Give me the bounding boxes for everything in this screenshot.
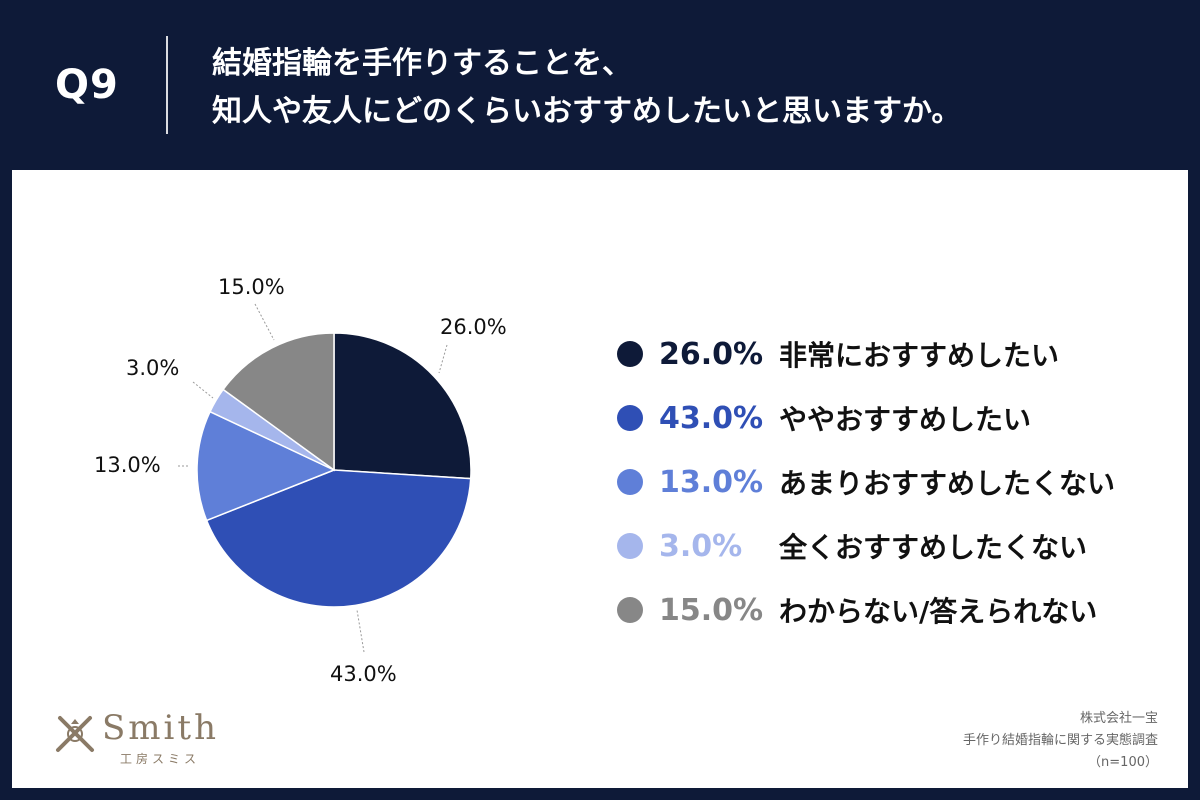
legend-label: 非常におすすめしたい [779,339,1060,372]
legend-value: 3.0% [659,528,743,564]
source-company: 株式会社一宝 [1079,711,1158,726]
legend-swatch [617,341,643,367]
legend-value: 15.0% [659,592,764,628]
leader-line-4 [192,381,214,399]
question-line-1: 結婚指輪を手作りすることを、 [212,46,632,81]
legend-swatch [617,533,643,559]
legend-item: 15.0% わからない/答えられない [617,578,1115,642]
slice-label-5: 15.0% [218,275,285,299]
legend-label: あまりおすすめしたくない [779,467,1116,500]
leader-line-5 [254,303,275,341]
legend-item: 43.0% ややおすすめしたい [617,386,1115,450]
legend: 26.0% 非常におすすめしたい 43.0% ややおすすめしたい 13.0% あまりおすす… [617,322,1115,642]
logo-subtitle: 工房スミス [120,752,201,766]
header-divider [166,36,168,134]
chart-panel: 26.0% 非常におすすめしたい 43.0% ややおすすめしたい 13.0% あまりおすす… [12,170,1188,788]
slice-label-4: 3.0% [126,356,180,380]
pie-slice-2 [205,469,472,608]
legend-item: 13.0% あまりおすすめしたくない [617,450,1115,514]
source-sample: （n=100） [1088,755,1158,770]
legend-swatch [617,597,643,623]
question-text: 結婚指輪を手作りすることを、 知人や友人にどのくらいおすすめしたいと思いますか。 [212,40,961,136]
slice-label-2: 43.0% [330,662,397,686]
pie-chart [178,303,472,653]
legend-value: 43.0% [659,400,764,436]
leader-line-2 [356,609,365,653]
slice-label-3: 13.0% [94,453,161,477]
pie-slice-3 [196,410,336,522]
header: Q9 結婚指輪を手作りすることを、 知人や友人にどのくらいおすすめしたいと思いま… [0,0,1200,170]
legend-item: 3.0% 全くおすすめしたくない [617,514,1115,578]
legend-value: 26.0% [659,336,764,372]
legend-swatch [617,405,643,431]
source-note: 株式会社一宝 手作り結婚指輪に関する実態調査 （n=100） [963,708,1158,774]
slice-label-1: 26.0% [440,315,507,339]
pie-slice-5 [222,332,335,472]
legend-label: 全くおすすめしたくない [779,531,1088,564]
legend-label: わからない/答えられない [779,595,1098,628]
legend-label: ややおすすめしたい [779,403,1032,436]
pie-slice-1 [333,332,472,480]
legend-item: 26.0% 非常におすすめしたい [617,322,1115,386]
legend-value: 13.0% [659,464,764,500]
question-line-2: 知人や友人にどのくらいおすすめしたいと思いますか。 [212,94,962,129]
legend-swatch [617,469,643,495]
logo-mark-icon [56,716,94,752]
leader-line-1 [438,344,448,374]
source-survey: 手作り結婚指輪に関する実態調査 [962,733,1158,748]
logo-name: Smith [102,708,219,748]
question-number: Q9 [55,62,119,108]
